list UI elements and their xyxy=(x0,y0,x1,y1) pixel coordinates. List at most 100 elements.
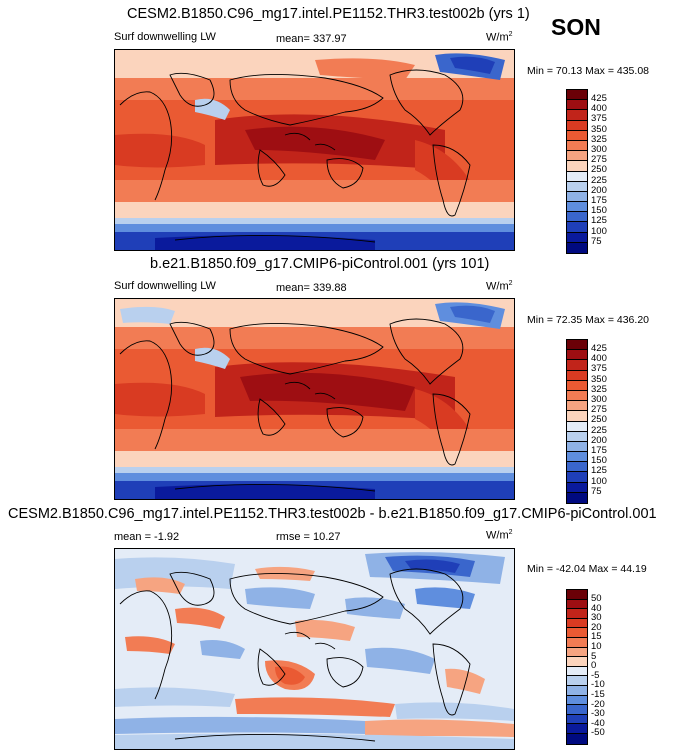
colorbar-swatch xyxy=(567,599,587,610)
colorbar-swatch xyxy=(567,411,587,422)
colorbar-swatch xyxy=(567,242,587,253)
colorbar-tick-label: 10 xyxy=(591,641,602,652)
panel2-title: b.e21.B1850.f09_g17.CMIP6-piControl.001 … xyxy=(150,256,490,272)
colorbar-tick-label: 275 xyxy=(591,154,607,166)
colorbar-tick-label: 200 xyxy=(591,434,607,446)
colorbar-swatch xyxy=(567,390,587,402)
panel2-map xyxy=(114,298,515,500)
colorbar-swatch xyxy=(567,618,587,629)
colorbar-tick-label: 400 xyxy=(591,353,607,365)
colorbar-swatch xyxy=(567,171,587,182)
colorbar-tick-label: 5 xyxy=(591,650,597,662)
panel3-mean-label: mean = -1.92 xyxy=(114,531,180,543)
colorbar-swatch xyxy=(567,151,587,162)
colorbar-swatch xyxy=(567,360,587,371)
colorbar-tick-label: -30 xyxy=(591,708,605,720)
colorbar-tick-label: -10 xyxy=(591,679,605,691)
colorbar-tick-label: 225 xyxy=(591,424,607,436)
colorbar-swatch xyxy=(567,222,587,233)
colorbar-tick-label: 20 xyxy=(591,621,602,633)
colorbar-swatch xyxy=(567,202,587,213)
colorbar-swatch xyxy=(567,695,587,706)
colorbar-swatch xyxy=(567,110,587,121)
panel3-rmse-label: rmse = 10.27 xyxy=(276,531,341,543)
colorbar-swatch xyxy=(567,120,587,131)
colorbar-tick-label: 225 xyxy=(591,174,607,186)
colorbar-tick-label: 100 xyxy=(591,225,607,237)
colorbar-swatch xyxy=(567,492,587,503)
panel3-title: CESM2.B1850.C96_mg17.intel.PE1152.THR3.t… xyxy=(8,506,657,522)
colorbar-swatch xyxy=(567,100,587,111)
colorbar-swatch xyxy=(567,628,587,638)
colorbar-tick-label: 325 xyxy=(591,383,607,395)
colorbar-swatch xyxy=(567,380,587,391)
colorbar-swatch xyxy=(567,637,587,648)
colorbar-swatch xyxy=(567,90,587,101)
colorbar-tick-label: -50 xyxy=(591,727,605,739)
panel1-mean-label: mean= 337.97 xyxy=(276,33,347,45)
colorbar-swatch xyxy=(567,462,587,473)
colorbar-swatch xyxy=(567,232,587,243)
colorbar-tick-label: 175 xyxy=(591,195,607,206)
colorbar-tick-label: -5 xyxy=(591,669,600,681)
panel1-map xyxy=(114,49,515,251)
colorbar-swatch xyxy=(567,350,587,361)
colorbar-tick-label: 375 xyxy=(591,363,607,375)
colorbar-swatch xyxy=(567,452,587,463)
colorbar-tick-label: 100 xyxy=(591,475,607,487)
colorbar-tick-label: 0 xyxy=(591,660,597,672)
colorbar-swatch xyxy=(567,441,587,453)
colorbar-tick-label: 425 xyxy=(591,93,607,104)
colorbar-swatch xyxy=(567,140,587,152)
colorbar-tick-label: 400 xyxy=(591,103,607,115)
panel1-colorbar xyxy=(566,89,588,254)
colorbar-swatch xyxy=(567,340,587,351)
colorbar-swatch xyxy=(567,421,587,432)
panel3-map xyxy=(114,548,515,750)
colorbar-tick-label: 325 xyxy=(591,133,607,145)
colorbar-tick-label: 50 xyxy=(591,593,602,604)
colorbar-swatch xyxy=(567,733,587,744)
colorbar-tick-label: 125 xyxy=(591,215,607,227)
colorbar-tick-label: 150 xyxy=(591,455,607,467)
colorbar-swatch xyxy=(567,401,587,412)
colorbar-tick-label: 300 xyxy=(591,394,607,405)
panel1-variable-label: Surf downwelling LW xyxy=(114,31,216,43)
colorbar-tick-label: -20 xyxy=(591,698,605,710)
panel2-variable-label: Surf downwelling LW xyxy=(114,280,216,292)
colorbar-swatch xyxy=(567,130,587,141)
colorbar-swatch xyxy=(567,191,587,203)
colorbar-swatch xyxy=(567,212,587,223)
panel2-units: W/m2 xyxy=(486,280,513,293)
panel1-minmax: Min = 70.13 Max = 435.08 xyxy=(527,65,649,77)
colorbar-tick-label: 200 xyxy=(591,184,607,196)
colorbar-swatch xyxy=(567,714,587,725)
colorbar-tick-label: 30 xyxy=(591,612,602,624)
panel2-mean-label: mean= 339.88 xyxy=(276,282,347,294)
season-label: SON xyxy=(551,14,601,40)
colorbar-tick-label: -40 xyxy=(591,717,605,729)
colorbar-tick-label: 150 xyxy=(591,205,607,217)
panel3-minmax: Min = -42.04 Max = 44.19 xyxy=(527,563,647,575)
colorbar-tick-label: 40 xyxy=(591,602,602,614)
colorbar-tick-label: 350 xyxy=(591,123,607,135)
colorbar-swatch xyxy=(567,161,587,172)
colorbar-swatch xyxy=(567,482,587,493)
colorbar-swatch xyxy=(567,685,587,696)
colorbar-tick-label: 275 xyxy=(591,404,607,416)
colorbar-tick-label: 175 xyxy=(591,445,607,456)
colorbar-tick-label: 75 xyxy=(591,235,602,247)
colorbar-swatch xyxy=(567,666,587,677)
colorbar-tick-label: 75 xyxy=(591,485,602,497)
colorbar-tick-label: 375 xyxy=(591,113,607,125)
colorbar-swatch xyxy=(567,657,587,667)
colorbar-swatch xyxy=(567,647,587,658)
colorbar-tick-label: 425 xyxy=(591,343,607,354)
colorbar-swatch xyxy=(567,676,587,686)
colorbar-swatch xyxy=(567,472,587,483)
colorbar-swatch xyxy=(567,724,587,734)
colorbar-tick-label: 350 xyxy=(591,373,607,385)
colorbar-swatch xyxy=(567,370,587,381)
panel3-units: W/m2 xyxy=(486,529,513,542)
colorbar-swatch xyxy=(567,181,587,192)
